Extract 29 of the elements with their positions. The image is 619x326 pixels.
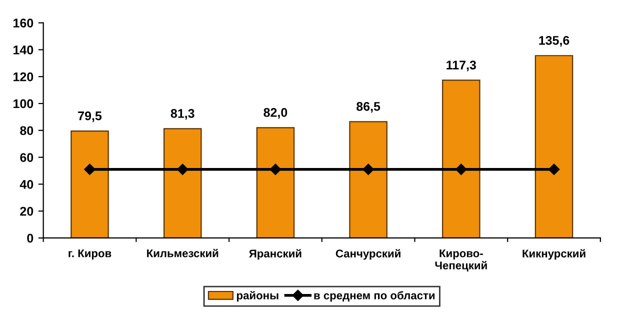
data-label: 117,3 bbox=[446, 60, 476, 72]
y-tick-label: 40 bbox=[20, 180, 34, 189]
y-tick-label: 80 bbox=[20, 126, 34, 136]
data-label: 81,3 bbox=[170, 108, 194, 120]
data-label: 86,5 bbox=[356, 102, 380, 113]
x-tick-label: г. Киров bbox=[68, 250, 112, 260]
y-tick-label: 120 bbox=[14, 72, 34, 82]
legend-label: районы bbox=[236, 291, 278, 302]
y-tick-label: 100 bbox=[14, 99, 34, 108]
bar bbox=[349, 121, 388, 238]
x-tick-label: Яранский bbox=[249, 249, 302, 260]
y-tick-label: 60 bbox=[20, 153, 34, 162]
x-tick-label: Кирово- Чепецкий bbox=[435, 250, 487, 272]
legend-label: в среднем по области bbox=[314, 291, 435, 302]
bar bbox=[256, 127, 295, 238]
y-tick-label: 160 bbox=[14, 18, 34, 28]
y-tick-label: 140 bbox=[14, 46, 34, 54]
data-label: 82,0 bbox=[264, 108, 288, 119]
bar bbox=[70, 130, 109, 238]
x-tick-label: Кильмезский bbox=[147, 248, 218, 258]
bar bbox=[163, 128, 202, 238]
x-tick-label: Санчурский bbox=[336, 249, 400, 260]
y-tick-label: 0 bbox=[27, 234, 34, 243]
bar bbox=[442, 80, 480, 238]
bar bbox=[534, 55, 574, 238]
data-label: 135,6 bbox=[539, 36, 570, 47]
data-label: 79,5 bbox=[78, 111, 102, 122]
x-tick-label: Кикнурский bbox=[522, 249, 586, 260]
y-tick-label: 20 bbox=[20, 206, 34, 216]
